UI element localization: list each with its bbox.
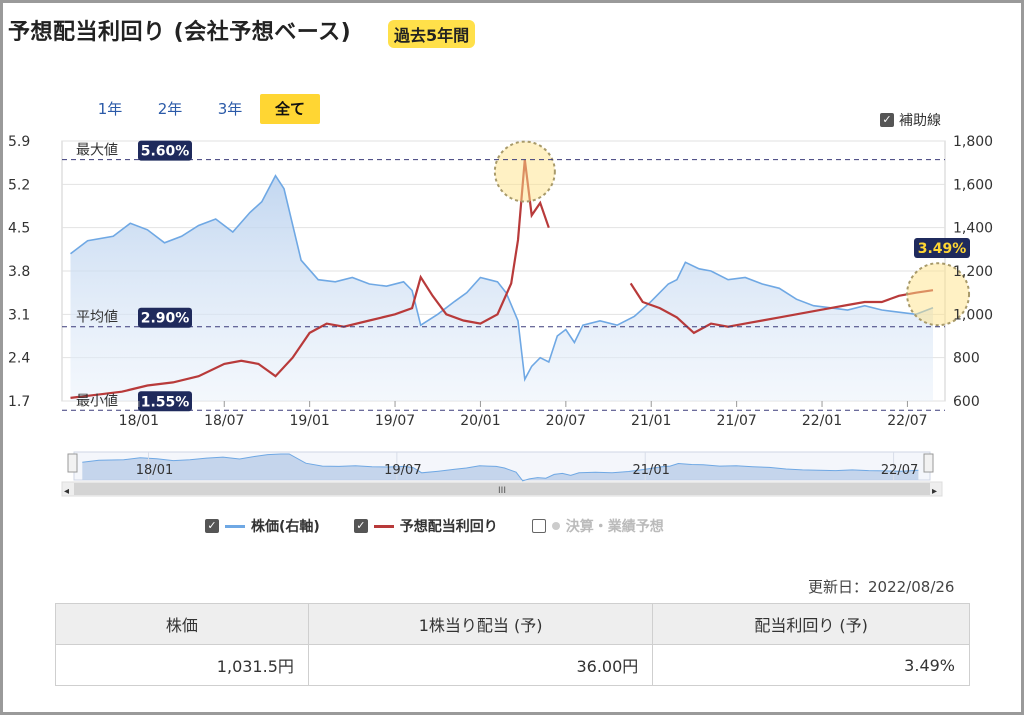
navigator-line (82, 453, 919, 482)
range-3y-button[interactable]: 3年 (217, 100, 243, 118)
chart: 最大値 5.60% 平均値 2.90% 最小値 1.55% 3.49% 5.9 5.2 4.5 3… (8, 134, 993, 497)
table-row: 1,031.5円 36.00円 3.49% (55, 644, 970, 686)
range-selector: 1年 2年 3年 全て (80, 94, 320, 124)
y-right-tick: 600 (953, 394, 980, 410)
scroll-grip-icon: III (498, 486, 506, 496)
y-left-tick: 3.1 (8, 307, 30, 323)
y-right-tick: 1,800 (953, 134, 993, 150)
legend: ✓ 株価(右軸) ✓ 予想配当利回り 決算・業績予想 (205, 516, 664, 536)
checkbox-checked-icon: ✓ (880, 113, 894, 127)
current-value-badge (914, 238, 970, 258)
navigator-label: 22/07 (881, 463, 918, 478)
scrollbar-thumb[interactable] (74, 483, 930, 495)
ref-label: 最大値 (76, 143, 118, 159)
y-left-tick: 5.2 (8, 177, 30, 193)
header-yield: 配当利回り (予) (652, 603, 970, 645)
summary-table: 株価 1株当り配当 (予) 配当利回り (予) 1,031.5円 36.00円 … (55, 603, 970, 686)
x-tick-label: 18/07 (204, 413, 244, 429)
header-dividend: 1株当り配当 (予) (307, 603, 654, 645)
x-tick-label: 20/07 (546, 413, 586, 429)
current-value-text: 3.49% (918, 241, 967, 257)
scroll-right-arrow-icon[interactable]: ▸ (932, 486, 937, 497)
legend-line-icon (373, 524, 394, 528)
current-highlight (906, 262, 971, 327)
y-right-tick: 1,200 (953, 264, 993, 280)
yield-series-line (70, 159, 934, 399)
header-price: 株価 (55, 603, 309, 645)
y-right-tick: 1,000 (953, 307, 993, 323)
legend-yield[interactable]: ✓ 予想配当利回り (353, 516, 498, 536)
range-1y-button[interactable]: 1年 (97, 100, 123, 118)
y-right-tick: 800 (953, 351, 980, 367)
range-2y-button[interactable]: 2年 (157, 100, 183, 118)
y-right-tick: 1,600 (953, 177, 993, 193)
cell-price: 1,031.5円 (55, 644, 309, 686)
max-highlight (493, 140, 556, 203)
ref-label: 最小値 (76, 393, 118, 409)
ref-label: 平均値 (76, 310, 118, 326)
legend-line-icon (225, 524, 245, 528)
cell-yield: 3.49% (652, 644, 970, 686)
navigator-label: 21/01 (632, 463, 669, 478)
legend-stock-label: 株価(右軸) (251, 519, 320, 535)
y-left-tick: 1.7 (8, 394, 30, 410)
legend-earnings[interactable]: 決算・業績予想 (531, 516, 664, 536)
ref-value-badge (138, 307, 192, 328)
page-title: 予想配当利回り (会社予想ベース) (8, 20, 352, 45)
x-tick-label: 21/01 (631, 413, 671, 429)
x-tick-label: 22/07 (887, 413, 927, 429)
x-tick-label: 21/07 (716, 413, 756, 429)
period-badge: 過去5年間 (388, 20, 476, 48)
aux-lines-label: 補助線 (899, 113, 941, 129)
checkbox-unchecked-icon (531, 519, 546, 533)
x-tick-label: 18/01 (119, 413, 159, 429)
ref-value-badge (138, 140, 192, 161)
x-tick-label: 19/07 (375, 413, 415, 429)
aux-lines-toggle[interactable]: ✓ 補助線 (880, 110, 941, 130)
cell-dividend: 36.00円 (307, 644, 654, 686)
table-header-row: 株価 1株当り配当 (予) 配当利回り (予) (55, 603, 970, 645)
ref-value-text: 1.55% (141, 394, 190, 410)
y-left-tick: 2.4 (8, 351, 30, 367)
legend-stock[interactable]: ✓ 株価(右軸) (205, 516, 320, 536)
y-left-tick: 4.5 (8, 221, 30, 237)
ref-value-text: 5.60% (141, 144, 190, 160)
scroll-left-arrow-icon[interactable]: ◂ (64, 486, 69, 497)
x-tick-label: 19/01 (289, 413, 329, 429)
stock-series-line (70, 174, 934, 382)
legend-earnings-label: 決算・業績予想 (565, 519, 664, 535)
legend-yield-label: 予想配当利回り (399, 519, 498, 535)
navigator-label: 18/01 (136, 463, 173, 478)
x-tick-label: 20/01 (460, 413, 500, 429)
y-right-tick: 1,400 (953, 221, 993, 237)
navigator-label: 19/07 (384, 463, 421, 478)
navigator-handle[interactable] (67, 453, 78, 473)
checkbox-checked-icon: ✓ (205, 519, 219, 533)
navigator-handle[interactable] (923, 453, 934, 473)
updated-date: 更新日：2022/08/26 (808, 578, 955, 596)
y-left-tick: 3.8 (8, 264, 30, 280)
legend-dot-icon (551, 522, 560, 530)
ref-value-text: 2.90% (141, 311, 190, 327)
range-all-button[interactable]: 全て (260, 94, 320, 124)
checkbox-checked-icon: ✓ (353, 519, 368, 533)
ref-value-badge (138, 391, 192, 412)
y-left-tick: 5.9 (8, 134, 30, 150)
x-tick-label: 22/01 (802, 413, 842, 429)
